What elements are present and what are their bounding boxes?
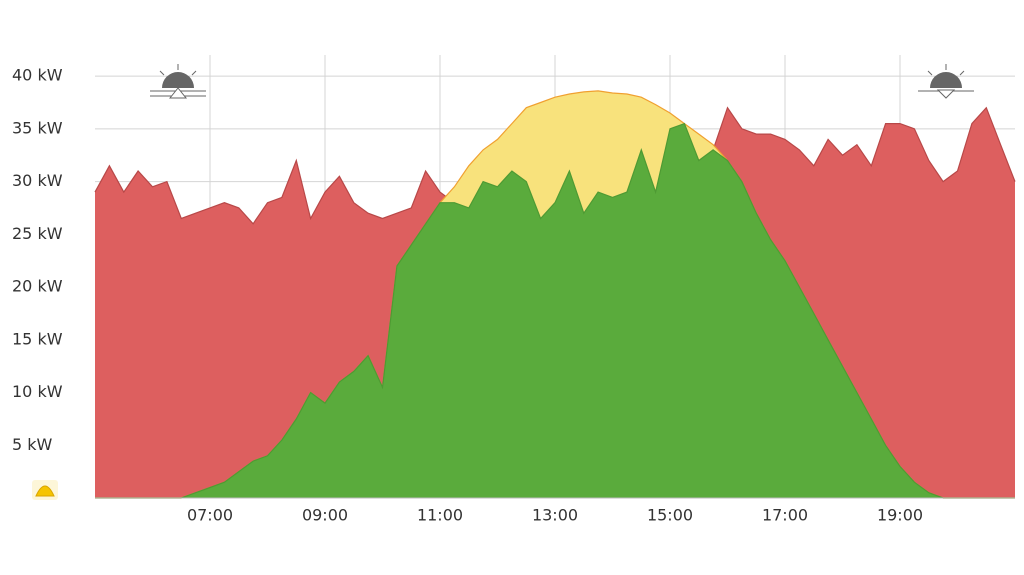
sunset-icon <box>918 64 974 99</box>
x-tick-label: 11:00 <box>417 506 463 525</box>
x-tick-label: 13:00 <box>532 506 578 525</box>
x-tick-label: 09:00 <box>302 506 348 525</box>
x-tick-label: 17:00 <box>762 506 808 525</box>
y-tick-label: 35 kW <box>12 118 63 137</box>
production-icon <box>32 480 58 500</box>
y-tick-label: 40 kW <box>12 66 63 85</box>
y-tick-label: 20 kW <box>12 277 63 296</box>
x-tick-label: 15:00 <box>647 506 693 525</box>
x-tick-label: 19:00 <box>877 506 923 525</box>
y-tick-label: 30 kW <box>12 171 63 190</box>
x-tick-label: 07:00 <box>187 506 233 525</box>
plot-area <box>94 55 1016 499</box>
y-tick-label: 15 kW <box>12 329 63 348</box>
sunrise-icon <box>150 64 206 99</box>
y-tick-label: 25 kW <box>12 224 63 243</box>
y-tick-label: 5 kW <box>12 435 53 454</box>
y-tick-label: 10 kW <box>12 382 63 401</box>
area <box>95 123 1015 498</box>
area-line <box>95 122 1015 499</box>
